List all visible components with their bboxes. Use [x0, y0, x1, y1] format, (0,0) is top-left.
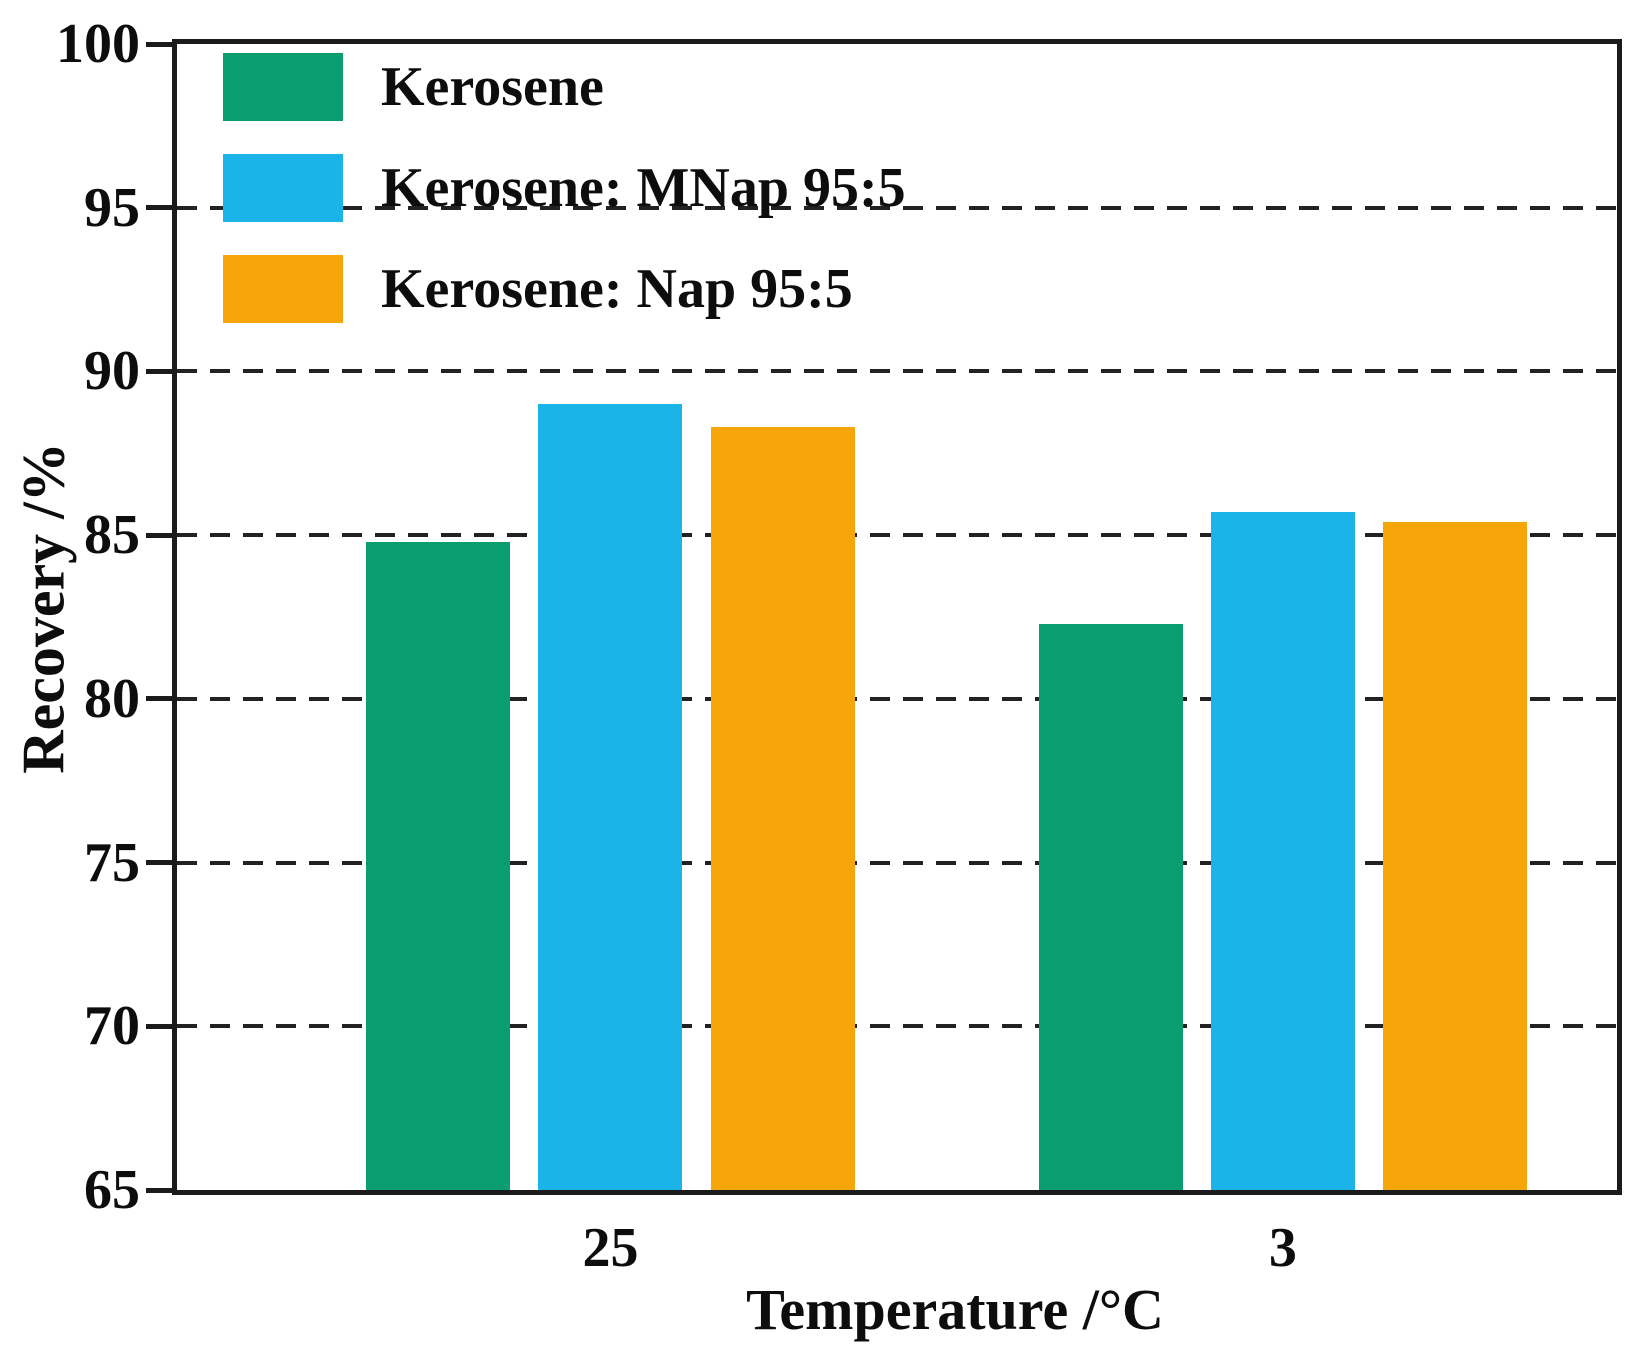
y-tick-label-100: 100 [56, 13, 140, 75]
y-tick-label-80: 80 [84, 667, 140, 730]
y-tick-mark-75 [146, 860, 172, 866]
y-tick-label-90: 90 [84, 340, 140, 403]
y-tick-label-65: 65 [84, 1159, 140, 1221]
y-tick-label-75: 75 [84, 831, 140, 894]
y-tick-label-85: 85 [84, 504, 140, 567]
x-axis-title: Temperature /°C [746, 1277, 1164, 1342]
legend-label-0: Kerosene [381, 56, 604, 118]
gridline-85 [177, 533, 1617, 538]
y-tick-label-95: 95 [84, 176, 140, 239]
gridline-80 [177, 696, 1617, 701]
y-tick-mark-85 [146, 532, 172, 538]
y-tick-mark-100 [146, 41, 172, 47]
x-category-label-3: 3 [1268, 1217, 1297, 1279]
y-tick-label-70: 70 [84, 995, 140, 1058]
legend: Kerosene Kerosene: MNap 95:5 Kerosene: Nap… [223, 52, 906, 355]
gridline-75 [177, 860, 1617, 865]
bar-25C-series-0 [366, 541, 511, 1190]
legend-swatch-2 [223, 255, 343, 323]
bar-25C-series-2 [710, 427, 855, 1190]
gridline-95 [177, 205, 1617, 210]
legend-item-1: Kerosene: MNap 95:5 [223, 153, 906, 223]
bar-3C-series-2 [1383, 522, 1527, 1190]
bar-3C-series-0 [1038, 623, 1183, 1190]
bar-25C-series-1 [538, 404, 683, 1190]
legend-label-2: Kerosene: Nap 95:5 [381, 258, 853, 320]
bar-3C-series-1 [1210, 512, 1355, 1190]
x-category-label-25: 25 [582, 1217, 639, 1279]
y-tick-mark-95 [146, 205, 172, 211]
legend-item-2: Kerosene: Nap 95:5 [223, 254, 906, 324]
legend-swatch-0 [223, 53, 343, 121]
gridline-70 [177, 1024, 1617, 1029]
y-tick-mark-90 [146, 368, 172, 374]
gridline-90 [177, 369, 1617, 374]
y-tick-mark-80 [146, 696, 172, 702]
y-tick-mark-70 [146, 1023, 172, 1029]
y-tick-mark-65 [146, 1187, 172, 1193]
legend-item-0: Kerosene [223, 52, 906, 122]
plot-area: Kerosene Kerosene: MNap 95:5 Kerosene: Nap… [172, 39, 1622, 1195]
legend-label-1: Kerosene: MNap 95:5 [381, 157, 906, 219]
legend-swatch-1 [223, 154, 343, 222]
